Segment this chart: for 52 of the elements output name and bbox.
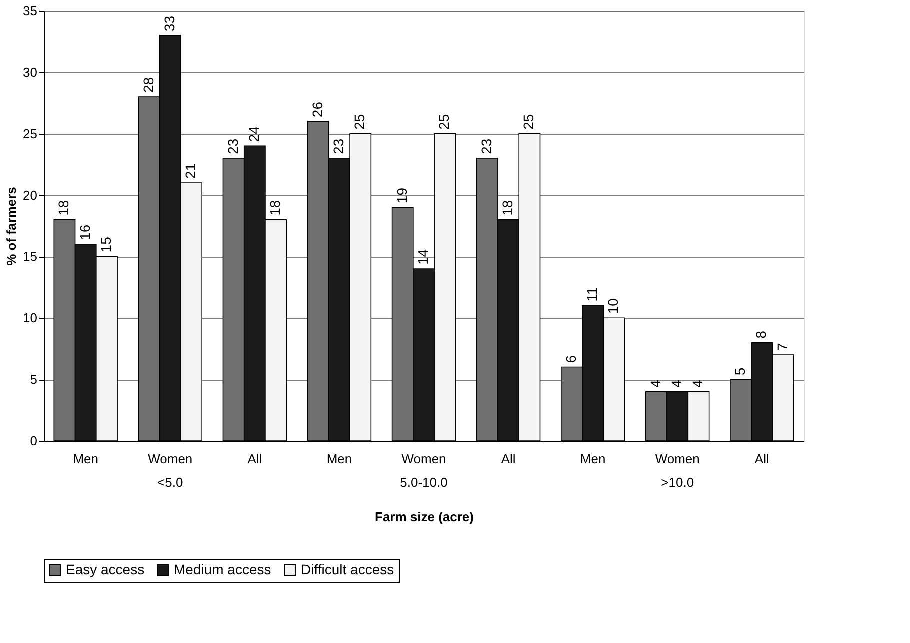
data-label: 18 — [56, 200, 72, 216]
data-label: 10 — [605, 298, 622, 314]
y-tick-label: 15 — [23, 249, 38, 264]
x-tick-label: All — [754, 452, 770, 466]
data-label: 21 — [182, 163, 199, 179]
y-tick-label: 25 — [23, 126, 38, 142]
data-label: 15 — [98, 236, 114, 253]
data-label: 19 — [394, 188, 410, 204]
data-label: 14 — [415, 249, 431, 265]
data-label: 25 — [352, 114, 368, 130]
data-label: 8 — [753, 330, 770, 339]
legend-label: Easy access — [66, 561, 145, 578]
y-tick-label: 10 — [23, 310, 38, 326]
data-label: 23 — [330, 138, 346, 154]
data-label: 23 — [478, 138, 494, 154]
data-label: 11 — [584, 287, 600, 302]
data-label: 4 — [690, 380, 706, 388]
data-label: 5 — [732, 368, 748, 376]
y-tick-label: 20 — [23, 188, 38, 203]
data-label: 28 — [140, 77, 156, 93]
data-label: 4 — [668, 380, 685, 388]
x-tick-label: All — [501, 452, 516, 466]
data-label: 25 — [436, 114, 452, 130]
data-label: 18 — [267, 200, 284, 216]
data-label: 16 — [76, 224, 93, 240]
y-tick-label: 5 — [30, 372, 38, 388]
y-tick-label: 0 — [30, 434, 38, 448]
data-label: 23 — [224, 138, 241, 154]
y-tick-label: 30 — [23, 64, 38, 80]
data-label: 33 — [161, 16, 178, 32]
x-tick-label: Men — [326, 452, 352, 466]
text: >10.0 — [661, 475, 694, 490]
x-tick-label: All — [248, 452, 262, 466]
legend-label: Difficult access — [301, 561, 394, 578]
data-label: 7 — [774, 343, 790, 351]
data-label: 18 — [500, 200, 516, 216]
x-tick-label: Women — [402, 452, 446, 466]
data-label: 25 — [520, 114, 537, 130]
x-tick-label: Women — [655, 452, 700, 466]
x-axis-title: Farm size (acre) — [375, 510, 474, 524]
data-label: 26 — [309, 102, 326, 118]
y-tick-label: 35 — [23, 4, 38, 18]
text: 5.0-10.0 — [400, 475, 448, 490]
x-tick-label: Men — [580, 452, 606, 466]
legend-label: Medium access — [174, 561, 272, 578]
y-axis-title: % of farmers — [4, 187, 20, 266]
data-label: 24 — [246, 126, 262, 142]
data-label: 6 — [562, 355, 579, 364]
text: <5.0 — [158, 475, 184, 490]
x-tick-label: Women — [148, 452, 193, 466]
data-label: 4 — [647, 380, 664, 388]
x-tick-label: Men — [73, 452, 98, 466]
